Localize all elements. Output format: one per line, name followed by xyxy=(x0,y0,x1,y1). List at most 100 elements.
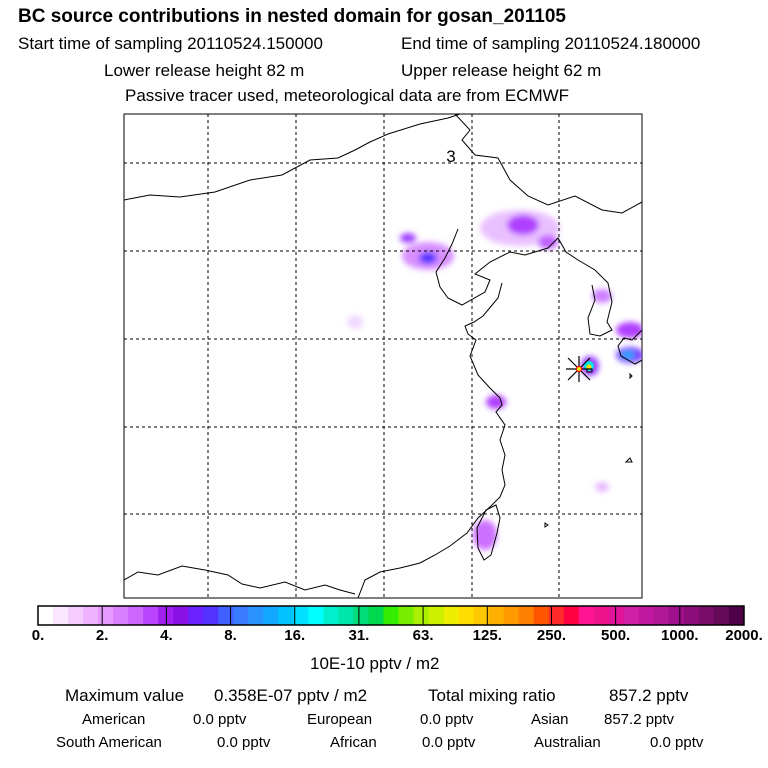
colorbar-segment xyxy=(518,606,535,625)
plume-west-spot xyxy=(400,233,416,243)
contribution-region: South American xyxy=(56,734,162,751)
plume-korea-spot xyxy=(592,289,612,303)
coastlines xyxy=(124,114,642,598)
chart-title: BC source contributions in nested domain… xyxy=(18,6,566,27)
colorbar-segment xyxy=(128,606,144,625)
colorbar-segment xyxy=(383,606,400,625)
colorbar-segment xyxy=(173,606,189,625)
colorbar-segment xyxy=(38,606,54,625)
colorbar-segment xyxy=(113,606,129,625)
colorbar-segment xyxy=(698,606,715,625)
colorbar-segment xyxy=(368,606,384,625)
colorbar-segment xyxy=(413,606,430,625)
colorbar-segment xyxy=(503,606,520,625)
colorbar-segment xyxy=(53,606,69,625)
plume-japan-core xyxy=(621,351,635,359)
plume-north-core xyxy=(507,215,539,235)
colorbar-segment xyxy=(563,606,580,625)
colorbar-tick-label: 0. xyxy=(31,627,45,644)
plume-beijing-core xyxy=(419,252,437,264)
colorbar-tick-label: 31. xyxy=(348,627,370,644)
upper-release-label: Upper release height 62 m xyxy=(401,61,602,80)
contribution-value: 857.2 pptv xyxy=(604,711,675,728)
colorbar-segment xyxy=(428,606,445,625)
receptor-marker xyxy=(566,356,592,382)
plume-sea-faint xyxy=(595,482,609,492)
colorbar-segment xyxy=(593,606,610,625)
colorbar-segment xyxy=(218,606,234,625)
total-mixing-label: Total mixing ratio xyxy=(428,686,556,705)
max-value: 0.358E-07 pptv / m2 xyxy=(214,686,368,705)
contribution-region: African xyxy=(330,734,377,751)
colorbar-segment xyxy=(608,606,625,625)
start-time-label: Start time of sampling 20110524.150000 xyxy=(18,34,323,53)
colorbar-frame xyxy=(37,605,745,626)
colorbar-segment xyxy=(353,606,369,625)
colorbar xyxy=(37,605,745,626)
colorbar-segment xyxy=(263,606,279,625)
end-time-label: End time of sampling 20110524.180000 xyxy=(401,34,701,53)
colorbar-tick-label: 16. xyxy=(284,627,306,644)
plume-shanghai xyxy=(486,395,506,409)
colorbar-segment xyxy=(143,606,159,625)
colorbar-segment xyxy=(443,606,460,625)
max-value-label: Maximum value xyxy=(65,686,185,705)
panel-label: 3 xyxy=(446,147,455,166)
colorbar-segment xyxy=(308,606,324,625)
colorbar-segment xyxy=(713,606,730,625)
colorbar-segment xyxy=(533,606,550,625)
plume-korea-south xyxy=(616,322,642,338)
contribution-region: Asian xyxy=(531,711,569,728)
contribution-value: 0.0 pptv xyxy=(193,711,247,728)
colorbar-segment xyxy=(458,606,475,625)
total-mixing-value: 857.2 pptv xyxy=(609,686,689,705)
colorbar-segment xyxy=(68,606,84,625)
contribution-value: 0.0 pptv xyxy=(420,711,474,728)
colorbar-segment xyxy=(98,606,114,625)
colorbar-segment xyxy=(473,606,490,625)
colorbar-segment xyxy=(293,606,309,625)
map-frame xyxy=(123,113,643,599)
colorbar-segment xyxy=(338,606,354,625)
contribution-region: Australian xyxy=(534,734,601,751)
colorbar-segment xyxy=(548,606,565,625)
colorbar-tick-label: 8. xyxy=(224,627,237,644)
colorbar-segment xyxy=(668,606,685,625)
colorbar-segment xyxy=(203,606,219,625)
colorbar-segment xyxy=(728,606,745,625)
colorbar-tick-label: 2000. xyxy=(725,627,763,644)
colorbar-segment xyxy=(653,606,670,625)
colorbar-segment xyxy=(188,606,204,625)
contribution-value: 0.0 pptv xyxy=(650,734,704,751)
plume-jeju-yellow xyxy=(586,364,592,370)
colorbar-tick-label: 4. xyxy=(160,627,173,644)
contribution-value: 0.0 pptv xyxy=(217,734,271,751)
tracer-note: Passive tracer used, meteorological data… xyxy=(125,86,570,105)
colorbar-segment xyxy=(638,606,655,625)
colorbar-segment xyxy=(248,606,264,625)
colorbar-segment xyxy=(233,606,249,625)
lower-release-label: Lower release height 82 m xyxy=(104,61,305,80)
colorbar-segment xyxy=(578,606,595,625)
colorbar-segment xyxy=(488,606,505,625)
colorbar-tick-label: 2. xyxy=(95,627,109,644)
colorbar-tick-label: 500. xyxy=(601,627,631,644)
colorbar-segment xyxy=(278,606,294,625)
colorbar-segment xyxy=(398,606,415,625)
colorbar-segment xyxy=(323,606,339,625)
colorbar-segment xyxy=(683,606,700,625)
plume-inland-faint xyxy=(347,315,363,329)
plume-taiwan xyxy=(473,520,497,550)
plume-north-small xyxy=(538,235,558,249)
colorbar-unit-label: 10E-10 pptv / m2 xyxy=(310,654,440,673)
plume-layer xyxy=(347,210,642,550)
contribution-region: American xyxy=(82,711,146,728)
colorbar-segment xyxy=(83,606,99,625)
colorbar-segment xyxy=(623,606,640,625)
contribution-value: 0.0 pptv xyxy=(422,734,476,751)
colorbar-tick-label: 1000. xyxy=(661,627,699,644)
colorbar-tick-label: 63. xyxy=(412,627,434,644)
grid-lines xyxy=(124,114,642,598)
contribution-region: European xyxy=(307,711,373,728)
